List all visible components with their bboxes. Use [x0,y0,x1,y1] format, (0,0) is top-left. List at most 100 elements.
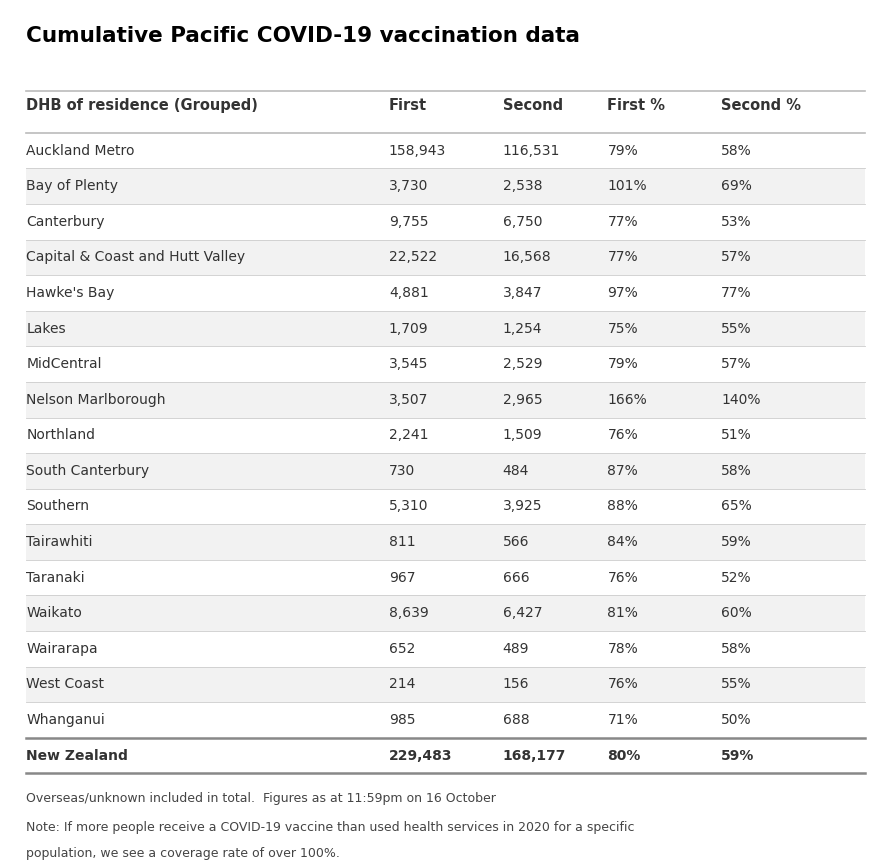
Text: 59%: 59% [721,535,752,549]
Text: Taranaki: Taranaki [26,570,85,585]
Text: Capital & Coast and Hutt Valley: Capital & Coast and Hutt Valley [26,250,246,265]
Text: 51%: 51% [721,428,752,443]
Text: Waikato: Waikato [26,606,82,621]
Text: 65%: 65% [721,499,752,514]
Text: Northland: Northland [26,428,95,443]
Text: 97%: 97% [607,286,638,300]
Bar [26,667,865,702]
Text: Southern: Southern [26,499,89,514]
Bar [26,453,865,489]
Text: 229,483: 229,483 [389,748,453,763]
Text: 76%: 76% [607,677,638,692]
Text: 156: 156 [503,677,529,692]
Text: 2,241: 2,241 [389,428,428,443]
Text: 2,965: 2,965 [503,392,542,407]
Text: 3,925: 3,925 [503,499,542,514]
Text: 16,568: 16,568 [503,250,551,265]
Text: First %: First % [607,98,665,113]
Text: Wairarapa: Wairarapa [26,641,98,656]
Text: 6,427: 6,427 [503,606,542,621]
Text: 76%: 76% [607,428,638,443]
Text: Whanganui: Whanganui [26,713,105,727]
Text: 80%: 80% [607,748,641,763]
Text: 1,254: 1,254 [503,321,542,336]
Text: 688: 688 [503,713,529,727]
Text: 59%: 59% [721,748,754,763]
Text: Canterbury: Canterbury [26,214,105,229]
Bar [26,168,865,204]
Text: 75%: 75% [607,321,638,336]
Text: DHB of residence (Grouped): DHB of residence (Grouped) [26,98,258,113]
Text: Nelson Marlborough: Nelson Marlborough [26,392,166,407]
Text: 88%: 88% [607,499,638,514]
Text: 69%: 69% [721,179,752,194]
Text: New Zealand: New Zealand [26,748,128,763]
Text: 967: 967 [389,570,415,585]
Text: 77%: 77% [607,214,638,229]
Text: 166%: 166% [607,392,647,407]
Text: Auckland Metro: Auckland Metro [26,143,135,158]
Text: South Canterbury: South Canterbury [26,464,149,478]
Text: 484: 484 [503,464,529,478]
Text: 666: 666 [503,570,529,585]
Text: 168,177: 168,177 [503,748,566,763]
Text: 730: 730 [389,464,415,478]
Text: 79%: 79% [607,357,638,372]
Bar [26,595,865,631]
Text: Tairawhiti: Tairawhiti [26,535,93,549]
Text: 101%: 101% [607,179,647,194]
Text: 55%: 55% [721,321,752,336]
Text: 566: 566 [503,535,529,549]
Text: 9,755: 9,755 [389,214,428,229]
Text: 76%: 76% [607,570,638,585]
Text: 60%: 60% [721,606,752,621]
Text: 214: 214 [389,677,415,692]
Text: 84%: 84% [607,535,638,549]
Text: 58%: 58% [721,143,752,158]
Text: 2,529: 2,529 [503,357,542,372]
Text: First: First [389,98,427,113]
Text: 77%: 77% [607,250,638,265]
Text: 58%: 58% [721,641,752,656]
Bar [26,524,865,560]
Text: 3,545: 3,545 [389,357,428,372]
Text: 4,881: 4,881 [389,286,428,300]
Text: 158,943: 158,943 [389,143,447,158]
Text: 57%: 57% [721,357,752,372]
Text: 55%: 55% [721,677,752,692]
Text: 53%: 53% [721,214,752,229]
Text: 5,310: 5,310 [389,499,428,514]
Text: population, we see a coverage rate of over 100%.: population, we see a coverage rate of ov… [26,847,340,860]
Text: 3,847: 3,847 [503,286,542,300]
Text: 78%: 78% [607,641,638,656]
Text: 52%: 52% [721,570,752,585]
Text: 58%: 58% [721,464,752,478]
Text: Lakes: Lakes [26,321,66,336]
Text: Note: If more people receive a COVID-19 vaccine than used health services in 202: Note: If more people receive a COVID-19 … [26,821,635,834]
Text: 1,509: 1,509 [503,428,542,443]
Text: 79%: 79% [607,143,638,158]
Text: 140%: 140% [721,392,760,407]
Text: 8,639: 8,639 [389,606,428,621]
Text: 985: 985 [389,713,415,727]
Text: 3,730: 3,730 [389,179,428,194]
Bar [26,311,865,346]
Text: Cumulative Pacific COVID-19 vaccination data: Cumulative Pacific COVID-19 vaccination … [26,26,580,46]
Text: Bay of Plenty: Bay of Plenty [26,179,118,194]
Text: 22,522: 22,522 [389,250,437,265]
Text: 6,750: 6,750 [503,214,542,229]
Bar [26,240,865,275]
Text: MidCentral: MidCentral [26,357,101,372]
Text: 811: 811 [389,535,415,549]
Text: 1,709: 1,709 [389,321,428,336]
Text: 77%: 77% [721,286,752,300]
Text: 116,531: 116,531 [503,143,560,158]
Bar [26,382,865,418]
Text: Overseas/unknown included in total.  Figures as at 11:59pm on 16 October: Overseas/unknown included in total. Figu… [26,792,496,806]
Text: 489: 489 [503,641,529,656]
Text: 652: 652 [389,641,415,656]
Text: 3,507: 3,507 [389,392,428,407]
Text: 81%: 81% [607,606,638,621]
Text: 57%: 57% [721,250,752,265]
Text: West Coast: West Coast [26,677,104,692]
